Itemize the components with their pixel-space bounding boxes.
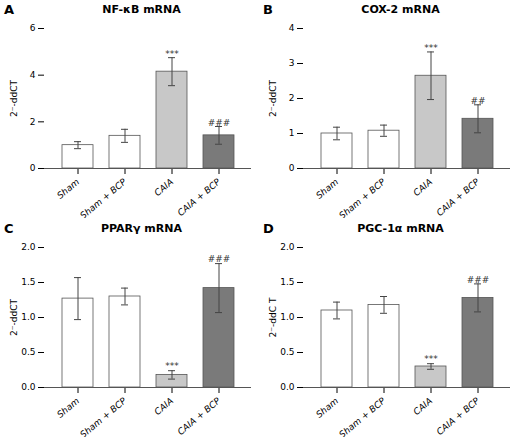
svg-text:Sham: Sham	[314, 395, 340, 419]
svg-text:CAIA: CAIA	[152, 396, 175, 417]
svg-text:1: 1	[289, 128, 295, 138]
svg-text:2: 2	[30, 117, 36, 127]
svg-text:Sham + BCP: Sham + BCP	[78, 395, 128, 437]
svg-text:Sham + BCP: Sham + BCP	[337, 395, 387, 437]
svg-text:4: 4	[289, 23, 295, 33]
svg-text:Sham + BCP: Sham + BCP	[78, 176, 128, 218]
svg-text:4: 4	[30, 70, 36, 80]
svg-text:2⁻-ddCT: 2⁻-ddCT	[268, 80, 278, 117]
html-text:PGC-1α mRNA: PGC-1α mRNA	[357, 222, 444, 235]
svg-text:***: ***	[424, 354, 438, 364]
svg-text:Sham: Sham	[55, 395, 81, 419]
svg-text:CAIA + BCP: CAIA + BCP	[176, 395, 223, 437]
svg-text:***: ***	[165, 49, 179, 59]
svg-text:2⁻-ddC T: 2⁻-ddC T	[268, 297, 278, 337]
svg-text:###: ###	[467, 275, 490, 285]
html-text:PPARγ mRNA: PPARγ mRNA	[101, 222, 182, 235]
svg-text:Sham + BCP: Sham + BCP	[337, 176, 387, 218]
svg-text:2: 2	[289, 93, 295, 103]
svg-text:Sham: Sham	[314, 176, 340, 200]
svg-text:2⁻-ddCT: 2⁻-ddCT	[9, 299, 19, 336]
svg-text:Sham: Sham	[55, 176, 81, 200]
svg-text:***: ***	[424, 43, 438, 53]
svg-text:2.0: 2.0	[280, 242, 295, 252]
svg-text:1.5: 1.5	[280, 277, 294, 287]
svg-text:0.5: 0.5	[21, 347, 35, 357]
svg-text:0.5: 0.5	[280, 347, 294, 357]
svg-text:CAIA + BCP: CAIA + BCP	[176, 176, 223, 218]
svg-text:###: ###	[208, 118, 231, 128]
svg-text:1.0: 1.0	[21, 312, 36, 322]
html-text:D: D	[263, 221, 274, 236]
svg-text:0.0: 0.0	[21, 382, 36, 392]
html-text:COX-2 mRNA: COX-2 mRNA	[361, 3, 440, 16]
svg-text:##: ##	[470, 96, 485, 106]
svg-text:###: ###	[208, 254, 231, 264]
html-text:C: C	[4, 221, 14, 236]
svg-text:CAIA: CAIA	[411, 177, 434, 198]
svg-text:2⁻-ddCT: 2⁻-ddCT	[9, 80, 19, 117]
svg-text:1.0: 1.0	[280, 312, 295, 322]
svg-text:***: ***	[165, 361, 179, 371]
html-text:B: B	[263, 2, 273, 17]
svg-text:0.0: 0.0	[280, 382, 295, 392]
svg-text:0: 0	[30, 163, 36, 173]
svg-text:2.0: 2.0	[21, 242, 36, 252]
svg-text:CAIA + BCP: CAIA + BCP	[435, 176, 482, 218]
svg-text:CAIA: CAIA	[411, 396, 434, 417]
svg-text:CAIA + BCP: CAIA + BCP	[435, 395, 482, 437]
html-text:NF-κB mRNA: NF-κB mRNA	[102, 3, 181, 16]
svg-text:6: 6	[30, 23, 36, 33]
svg-text:3: 3	[289, 58, 295, 68]
svg-text:CAIA: CAIA	[152, 177, 175, 198]
html-text:A: A	[4, 2, 15, 17]
svg-text:1.5: 1.5	[21, 277, 35, 287]
svg-text:0: 0	[289, 163, 295, 173]
